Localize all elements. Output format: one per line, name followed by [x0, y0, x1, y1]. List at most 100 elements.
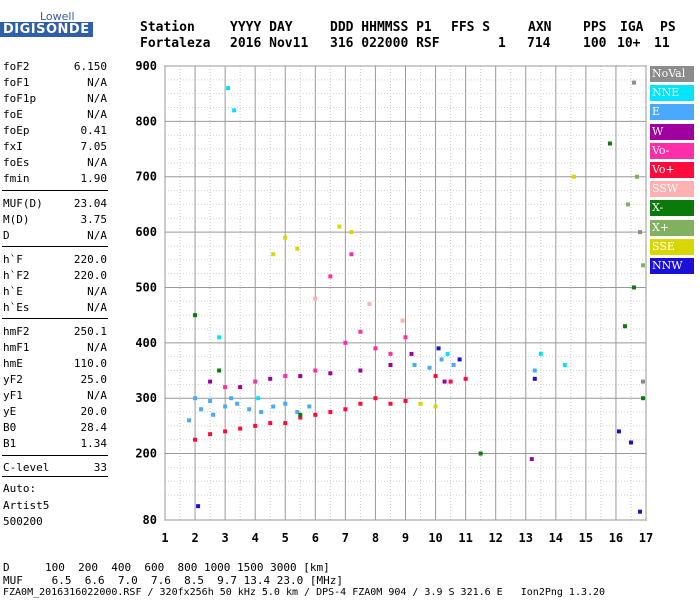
param-value: N/A [87, 76, 107, 89]
data-point [298, 374, 303, 379]
divider [2, 455, 108, 456]
param-value: 1.90 [80, 172, 108, 185]
data-point [640, 263, 645, 268]
param-name: fxI [3, 140, 23, 153]
data-point [433, 404, 438, 409]
data-point [625, 202, 630, 207]
data-point [337, 224, 342, 229]
y-tick-label: 700 [135, 170, 157, 184]
param-row: foEp 0.41 [3, 124, 107, 140]
data-point [403, 335, 408, 340]
data-point [532, 376, 537, 381]
y-tick-label: 200 [135, 447, 157, 461]
param-value: 33 [93, 461, 107, 474]
param-row: M(D) 3.75 [3, 213, 107, 229]
data-point [622, 324, 627, 329]
data-point [442, 379, 447, 384]
data-point [388, 362, 393, 367]
header-value-time: 316 022000 RSF [330, 36, 440, 51]
data-point [640, 379, 645, 384]
data-point [532, 368, 537, 373]
footer-muf-values: 6.5 6.6 7.0 7.6 8.5 9.7 13.4 23.0 [MHz] [45, 574, 344, 587]
data-point [196, 504, 201, 509]
y-tick-label: 800 [135, 114, 157, 128]
y-tick-label: 900 [135, 59, 157, 73]
param-value: 25.0 [80, 373, 108, 386]
data-point [295, 246, 300, 251]
data-point [298, 412, 303, 417]
data-point [271, 252, 276, 257]
param-name: foF2 [3, 60, 30, 73]
x-tick-label: 11 [458, 531, 472, 545]
header-value-ps: 11 [654, 36, 670, 51]
legend-item: X- [650, 200, 694, 217]
data-point [373, 396, 378, 401]
param-row: foF2 6.150 [3, 60, 107, 76]
data-point [349, 252, 354, 257]
param-row: h`F 220.0 [3, 253, 107, 269]
header-label-ffs: FFS S [451, 20, 491, 35]
param-name: h`F [3, 253, 23, 266]
data-point [268, 421, 273, 426]
param-row: hmF2 250.1 [3, 325, 107, 341]
data-point [433, 374, 438, 379]
data-point [283, 421, 288, 426]
param-name: foE [3, 108, 23, 121]
legend-item: W [650, 123, 694, 140]
data-point [631, 285, 636, 290]
x-tick-label: 17 [639, 531, 653, 545]
data-point [427, 365, 432, 370]
data-point [328, 371, 333, 376]
param-name: B0 [3, 421, 17, 434]
data-point [193, 313, 198, 318]
param-row: C-level 33 [3, 461, 107, 477]
header-label-station: Station [140, 20, 195, 35]
legend-item: SSW [650, 181, 694, 198]
data-point [358, 368, 363, 373]
data-point [628, 440, 633, 445]
x-tick-label: 13 [519, 531, 533, 545]
param-row: foEs N/A [3, 156, 107, 172]
param-name: foEs [3, 156, 30, 169]
data-point [199, 407, 204, 412]
data-point [229, 396, 234, 401]
param-name: foF1 [3, 76, 30, 89]
footer-d-label: D [3, 561, 10, 574]
data-point [400, 318, 405, 323]
param-row: yE 20.0 [3, 405, 107, 421]
param-name: yF1 [3, 389, 23, 402]
data-point [349, 230, 354, 235]
x-tick-label: 15 [579, 531, 593, 545]
param-value: 220.0 [73, 269, 107, 282]
data-point [223, 404, 228, 409]
header-label-date: YYYY DAY [230, 20, 293, 35]
data-point [223, 429, 228, 434]
logo-bottom-text: DIGISONDE [0, 22, 93, 37]
param-name: hmF2 [3, 325, 30, 338]
data-point [283, 374, 288, 379]
data-point [358, 329, 363, 334]
data-point [187, 418, 192, 423]
data-point [457, 357, 462, 362]
header-label-time: DDD HHMMSS P1 [330, 20, 432, 35]
data-point [634, 174, 639, 179]
data-point [298, 415, 303, 420]
data-point [478, 451, 483, 456]
footer-muf-label: MUF [3, 574, 23, 587]
x-tick-label: 7 [342, 531, 349, 545]
param-row: h`Es N/A [3, 301, 107, 317]
footer-d-values: 100 200 400 600 800 1000 1500 3000 [km] [45, 561, 330, 574]
data-point [343, 407, 348, 412]
x-tick-label: 10 [428, 531, 442, 545]
logo-top-text: Lowell [40, 10, 75, 23]
param-name: hmF1 [3, 341, 30, 354]
data-point [235, 401, 240, 406]
param-value: N/A [87, 389, 107, 402]
header-label-axn: AXN [528, 20, 552, 35]
param-name: foEp [3, 124, 30, 137]
param-row: B0 28.4 [3, 421, 107, 437]
data-point [208, 432, 213, 437]
x-tick-label: 6 [312, 531, 319, 545]
legend-item: E [650, 104, 694, 121]
param-row: fxI 7.05 [3, 140, 107, 156]
